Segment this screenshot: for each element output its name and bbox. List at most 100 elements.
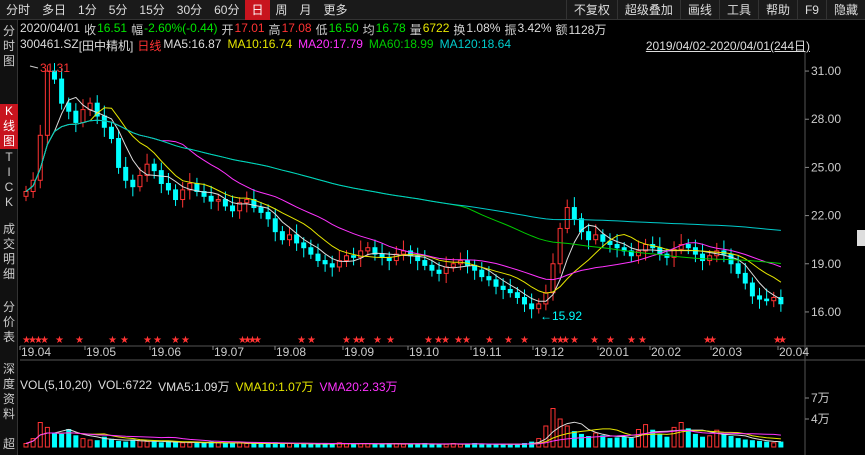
event-star-icon: ★ xyxy=(561,335,570,346)
event-star-icon: ★ xyxy=(606,335,615,346)
tool-button-4[interactable]: 帮助 xyxy=(757,0,797,20)
sidebar-fenjia[interactable]: 分价表 xyxy=(2,300,15,344)
y-tick-label: 19.00 xyxy=(811,257,841,271)
line-type[interactable]: 日线 xyxy=(137,39,162,53)
sidebar-fenshitu[interactable]: 分时图 xyxy=(2,24,15,68)
tab-7[interactable]: 日 xyxy=(245,0,270,20)
volume-bar xyxy=(735,438,741,448)
tab-3[interactable]: 5分 xyxy=(108,2,128,17)
tab-8[interactable]: 周 xyxy=(275,2,288,17)
event-star-icon: ★ xyxy=(28,335,37,346)
x-tick-label: 20.02 xyxy=(651,345,681,359)
tool-button-6[interactable]: 隐藏 xyxy=(825,0,865,20)
volume-bar xyxy=(593,432,599,448)
volume-bar xyxy=(657,433,663,448)
candle-body xyxy=(379,253,385,258)
tab-9[interactable]: 月 xyxy=(299,2,312,17)
tab-6[interactable]: 60分 xyxy=(214,2,240,17)
candle-body xyxy=(336,260,342,268)
tab-2[interactable]: 1分 xyxy=(78,2,97,17)
candle-body xyxy=(764,298,770,302)
tool-button-3[interactable]: 工具 xyxy=(718,0,758,20)
candle-body xyxy=(265,211,271,220)
sidebar-chao[interactable]: 超 xyxy=(2,437,15,451)
event-star-icon: ★ xyxy=(778,335,787,346)
candle-body xyxy=(173,189,179,201)
volume-bar xyxy=(194,443,200,448)
volume-bar xyxy=(728,436,734,448)
candle-body xyxy=(208,195,214,202)
volume-bar xyxy=(749,440,755,448)
sidebar-chengjiao[interactable]: 成交明细 xyxy=(2,222,15,281)
event-star-icon: ★ xyxy=(556,335,565,346)
candle-body xyxy=(59,78,65,104)
y-tick-label: 31.00 xyxy=(811,64,841,78)
date-range[interactable]: 2019/04/02-2020/04/01(244日) xyxy=(645,39,810,53)
vol-indicator-label[interactable]: VOL(5,10,20) xyxy=(20,378,93,392)
sidebar-shendu[interactable]: 深度资料 xyxy=(2,362,15,421)
candle-body xyxy=(73,110,79,123)
candle-body xyxy=(700,253,706,262)
vol-tick-label: 7万 xyxy=(811,391,830,405)
tool-button-0[interactable]: 不复权 xyxy=(565,0,617,20)
event-star-icon: ★ xyxy=(75,335,84,346)
candle-body xyxy=(343,255,349,262)
x-tick-label: 19.07 xyxy=(214,345,244,359)
event-star-icon: ★ xyxy=(181,335,190,346)
tool-button-2[interactable]: 画线 xyxy=(679,0,719,20)
candle-body xyxy=(165,182,171,191)
scroll-handle[interactable] xyxy=(857,230,865,246)
candle-body xyxy=(514,292,520,298)
candle-body xyxy=(187,182,193,191)
volume-bar xyxy=(664,436,670,448)
amount-value: 1128万 xyxy=(568,23,607,37)
tab-10[interactable]: 更多 xyxy=(323,2,348,17)
close-label: 收 xyxy=(84,23,97,37)
event-star-icon: ★ xyxy=(570,335,579,346)
volume-bar xyxy=(671,426,677,448)
event-star-icon: ★ xyxy=(708,335,717,346)
candle-body xyxy=(778,296,784,305)
min-price-annotation: ←15.92 xyxy=(540,309,582,323)
volume-bar xyxy=(73,435,79,448)
volume-bar xyxy=(180,442,186,448)
candle-body xyxy=(329,263,335,268)
tool-button-1[interactable]: 超级叠加 xyxy=(616,0,680,20)
candle-body xyxy=(272,218,278,233)
volume-bar xyxy=(23,443,29,448)
candle-body xyxy=(44,70,50,136)
candle-body xyxy=(507,288,513,294)
volume-bar xyxy=(486,443,492,448)
volume-bar xyxy=(80,438,86,448)
event-star-icon: ★ xyxy=(424,335,433,346)
candle-body xyxy=(671,248,677,258)
tab-5[interactable]: 30分 xyxy=(176,2,203,17)
candle-body xyxy=(230,205,236,212)
candle-body xyxy=(593,234,599,241)
event-star-icon: ★ xyxy=(171,335,180,346)
candle-body xyxy=(436,269,442,274)
tab-0[interactable]: 分时 xyxy=(6,2,31,17)
open-value: 17.01 xyxy=(234,21,265,35)
ma120-line xyxy=(25,119,781,231)
tab-4[interactable]: 15分 xyxy=(139,2,165,17)
candle-body xyxy=(493,279,499,287)
tool-button-5[interactable]: F9 xyxy=(796,0,826,20)
event-star-icon: ★ xyxy=(627,335,636,346)
candle-body xyxy=(479,269,485,278)
candle-body xyxy=(279,231,285,241)
low-value: 16.50 xyxy=(328,21,359,35)
ma-legend-row: 300461.SZ [田中精机] 日线 MA5:16.87 MA10:16.74… xyxy=(20,37,517,53)
vol-value: 6722 xyxy=(422,21,450,35)
volume-bar xyxy=(643,424,649,448)
volume-bar xyxy=(479,443,485,448)
tab-1[interactable]: 多日 xyxy=(42,2,67,17)
candle-body xyxy=(422,260,428,266)
volume-bar xyxy=(607,438,613,448)
volume-bar xyxy=(685,428,691,448)
event-star-icon: ★ xyxy=(703,335,712,346)
volume-bar xyxy=(301,443,307,448)
